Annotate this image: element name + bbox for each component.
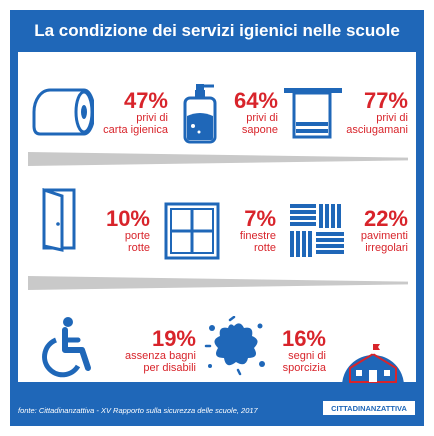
school-building-logo-icon (342, 344, 404, 386)
stat-label-line2: rotte (127, 242, 150, 254)
stat-label-line1: porte (124, 230, 150, 242)
stat-percent: 22% (363, 206, 408, 231)
stat-percent: 64% (233, 88, 278, 113)
content-panel: 47% privi di carta igienica 64% privi di… (18, 52, 416, 386)
row-separator-2 (28, 276, 408, 290)
stat-doors: 10% porte rotte (88, 206, 150, 255)
infographic-title: La condizione dei servizi igienici nelle… (34, 21, 400, 40)
row-separator-1 (28, 152, 408, 166)
floor-tiles-icon (290, 204, 344, 257)
stat-label-line2: sapone (241, 124, 278, 136)
stat-soap: 64% privi di sapone (208, 88, 278, 137)
stat-toilet-paper: 47% privi di carta igienica (88, 88, 168, 137)
window-icon (164, 202, 220, 260)
dirt-splash-icon (204, 316, 265, 376)
stat-label-line2: sporcizia (282, 362, 326, 374)
infographic-frame: La condizione dei servizi igienici nelle… (10, 10, 424, 426)
stat-label-line2: asciugamani (346, 124, 408, 136)
towel-icon (284, 88, 342, 139)
stat-disabled-bathrooms: 19% assenza bagni per disabili (110, 326, 196, 375)
stat-percent: 77% (363, 88, 408, 113)
stat-percent: 10% (105, 206, 150, 231)
stat-windows: 7% finestre rotte (208, 206, 276, 255)
stat-label-line2: carta igienica (103, 124, 168, 136)
stat-label-line1: segni di (288, 350, 326, 362)
stat-percent: 47% (123, 88, 168, 113)
stat-label-line1: pavimenti (360, 230, 408, 242)
stat-label-line1: privi di (376, 112, 408, 124)
stat-label-line1: privi di (246, 112, 278, 124)
stat-label-line2: rotte (253, 242, 276, 254)
stat-label-line1: assenza bagni (125, 350, 196, 362)
toilet-paper-icon (32, 88, 94, 136)
door-icon (42, 188, 76, 252)
stat-label-line1: privi di (136, 112, 168, 124)
wheelchair-icon (42, 317, 91, 378)
soap-dispenser-icon (183, 84, 217, 144)
stat-percent: 16% (281, 326, 326, 351)
stat-dirt: 16% segni di sporcizia (268, 326, 326, 375)
stat-towels: 77% privi di asciugamani (336, 88, 408, 137)
brand-logo-text: CITTADINANZATTIVA (322, 400, 416, 416)
stat-label-line2: irregolari (365, 242, 408, 254)
stat-label-line1: finestre (239, 230, 276, 242)
source-footnote: fonte: Cittadinanzattiva - XV Rapporto s… (18, 406, 258, 415)
stat-floors: 22% pavimenti irregolari (336, 206, 408, 255)
stat-percent: 7% (244, 206, 276, 231)
stat-label-line2: per disabili (143, 362, 196, 374)
stat-percent: 19% (151, 326, 196, 351)
